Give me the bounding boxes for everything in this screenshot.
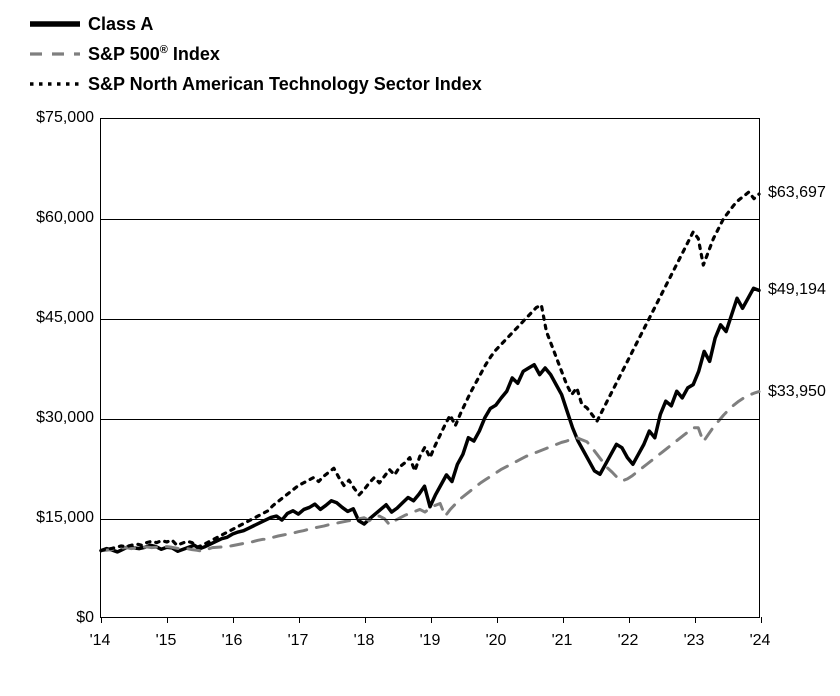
x-axis-label: '18 (354, 632, 375, 650)
legend-swatch-dashed (30, 42, 80, 66)
y-axis-label: $75,000 (36, 109, 94, 127)
x-axis-label: '15 (156, 632, 177, 650)
x-tick (761, 617, 762, 623)
x-axis-label: '22 (618, 632, 639, 650)
x-tick (233, 617, 234, 623)
gridline (101, 419, 759, 420)
series-0 (101, 288, 759, 552)
x-tick (695, 617, 696, 623)
x-axis-label: '21 (552, 632, 573, 650)
legend-swatch-solid (30, 12, 80, 36)
plot-area (100, 118, 760, 618)
y-axis-label: $30,000 (36, 409, 94, 427)
x-tick (431, 617, 432, 623)
y-axis-label: $15,000 (36, 509, 94, 527)
chart: $0$15,000$30,000$45,000$60,000$75,000 '1… (20, 118, 820, 678)
x-tick (563, 617, 564, 623)
gridline (101, 319, 759, 320)
x-axis: '14'15'16'17'18'19'20'21'22'23'24 (100, 628, 760, 658)
gridline (101, 519, 759, 520)
y-axis-label: $45,000 (36, 309, 94, 327)
series-end-label: $33,950 (768, 383, 826, 401)
x-axis-label: '17 (288, 632, 309, 650)
x-tick (167, 617, 168, 623)
series-end-label: $63,697 (768, 184, 826, 202)
gridline (101, 219, 759, 220)
legend-label: S&P 500® Index (88, 44, 220, 65)
legend-item-sp500: S&P 500® Index (30, 42, 482, 66)
x-tick (101, 617, 102, 623)
x-tick (299, 617, 300, 623)
x-tick (629, 617, 630, 623)
x-axis-label: '14 (90, 632, 111, 650)
legend-swatch-dotted (30, 72, 80, 96)
x-axis-label: '19 (420, 632, 441, 650)
end-labels: $49,194 $33,950 $63,697 (768, 118, 840, 618)
x-axis-label: '23 (684, 632, 705, 650)
legend: Class A S&P 500® Index S&P North America… (30, 12, 482, 102)
y-axis: $0$15,000$30,000$45,000$60,000$75,000 (20, 118, 100, 678)
legend-item-tech: S&P North American Technology Sector Ind… (30, 72, 482, 96)
legend-label: Class A (88, 14, 153, 35)
legend-item-class-a: Class A (30, 12, 482, 36)
y-axis-label: $60,000 (36, 209, 94, 227)
x-axis-label: '24 (750, 632, 771, 650)
x-tick (497, 617, 498, 623)
line-series-svg (101, 119, 759, 617)
x-axis-label: '20 (486, 632, 507, 650)
legend-label: S&P North American Technology Sector Ind… (88, 74, 482, 95)
y-axis-label: $0 (76, 609, 94, 627)
x-axis-label: '16 (222, 632, 243, 650)
series-2 (101, 192, 759, 551)
x-tick (365, 617, 366, 623)
series-end-label: $49,194 (768, 281, 826, 299)
